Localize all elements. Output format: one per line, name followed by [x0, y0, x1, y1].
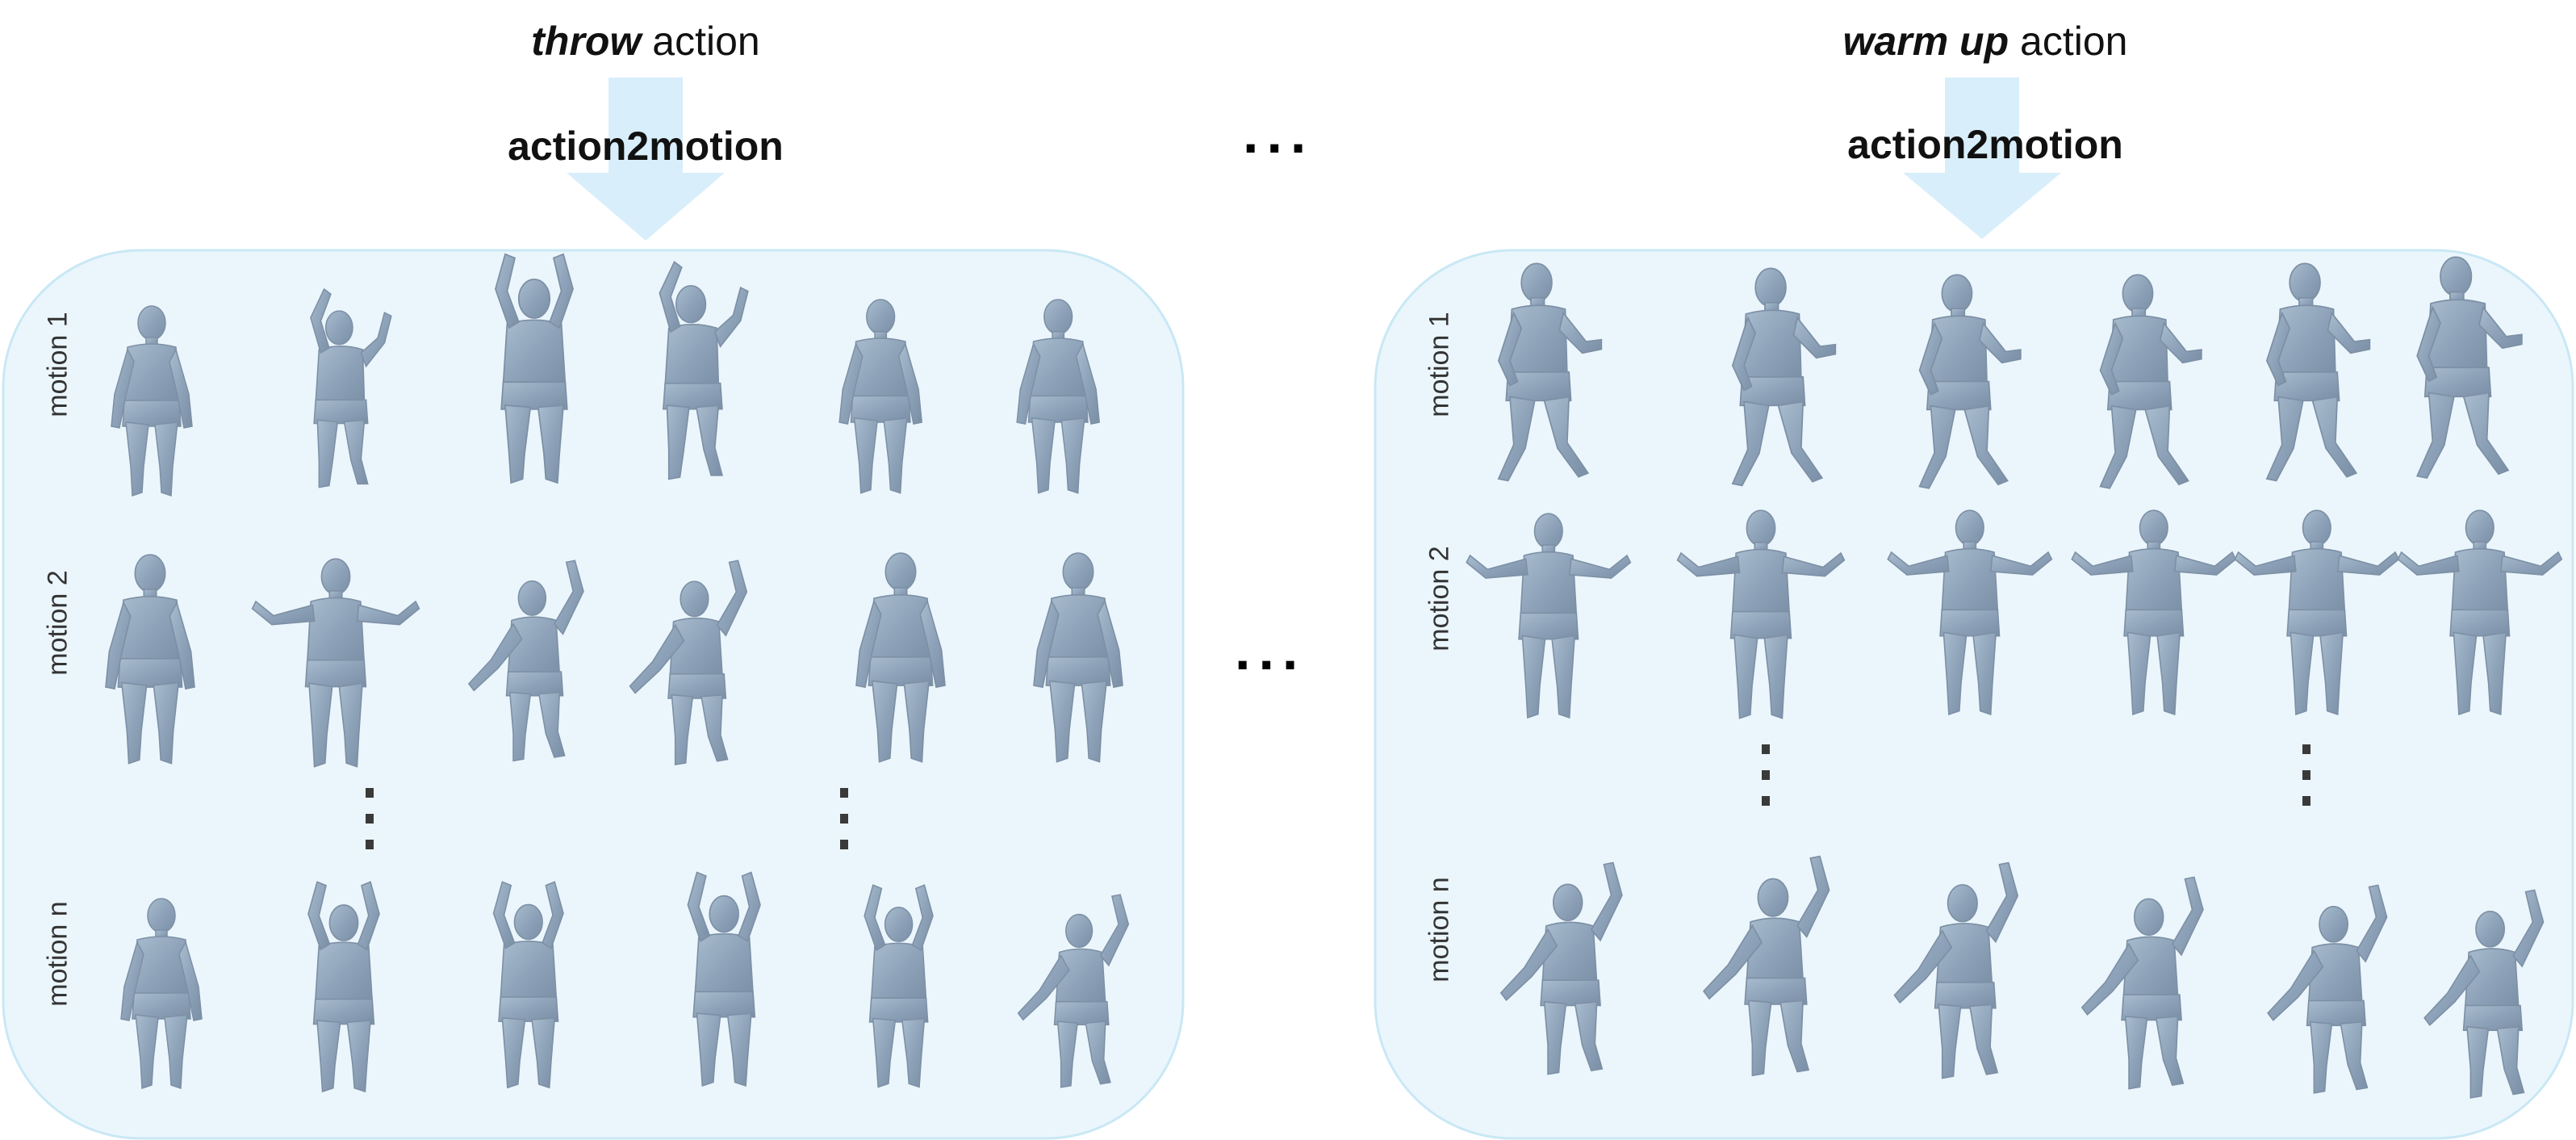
- panel2-model-label: action2motion: [1847, 122, 2123, 167]
- vertical-ellipsis-icon: [840, 840, 848, 849]
- between-panels-ellipsis-middle: ...: [1235, 618, 1307, 681]
- panel1-action-suffix: action: [641, 19, 760, 64]
- panel2-row-label-n: motion n: [1424, 877, 1455, 983]
- vertical-ellipsis-icon: [366, 788, 374, 798]
- vertical-ellipsis-icon: [2302, 744, 2310, 754]
- panel-boxes: [2, 78, 2574, 1140]
- panel2-action-word: warm up: [1842, 19, 2009, 64]
- panel1-action-word: throw: [531, 19, 642, 64]
- vertical-ellipsis-icon: [840, 814, 848, 824]
- vertical-ellipsis-icon: [366, 840, 374, 849]
- ellipsis-marks: [366, 744, 2310, 849]
- panel2-row-label-1: motion 1: [1424, 312, 1455, 417]
- panel2-action-suffix: action: [2009, 19, 2128, 64]
- vertical-ellipsis-icon: [840, 788, 848, 798]
- panel2-action-title: warm up action: [1792, 18, 2179, 65]
- vertical-ellipsis-icon: [1762, 770, 1770, 780]
- panel1-row-label-1: motion 1: [42, 312, 73, 417]
- panel1-row-label-2: motion 2: [42, 570, 73, 676]
- panel2-row-label-2: motion 2: [1424, 546, 1455, 652]
- between-panels-ellipsis-top: ...: [1243, 102, 1315, 165]
- panel1-down-arrow-icon: [567, 78, 725, 241]
- panel1-action-title: throw action: [452, 18, 839, 65]
- panel1-row-label-n: motion n: [42, 901, 73, 1007]
- vertical-ellipsis-icon: [2302, 770, 2310, 780]
- vertical-ellipsis-icon: [2302, 796, 2310, 806]
- panel1-model-label: action2motion: [508, 124, 784, 169]
- vertical-ellipsis-icon: [1762, 796, 1770, 806]
- vertical-ellipsis-icon: [366, 814, 374, 824]
- panel2-down-arrow-icon: [1903, 78, 2061, 239]
- vertical-ellipsis-icon: [1762, 744, 1770, 754]
